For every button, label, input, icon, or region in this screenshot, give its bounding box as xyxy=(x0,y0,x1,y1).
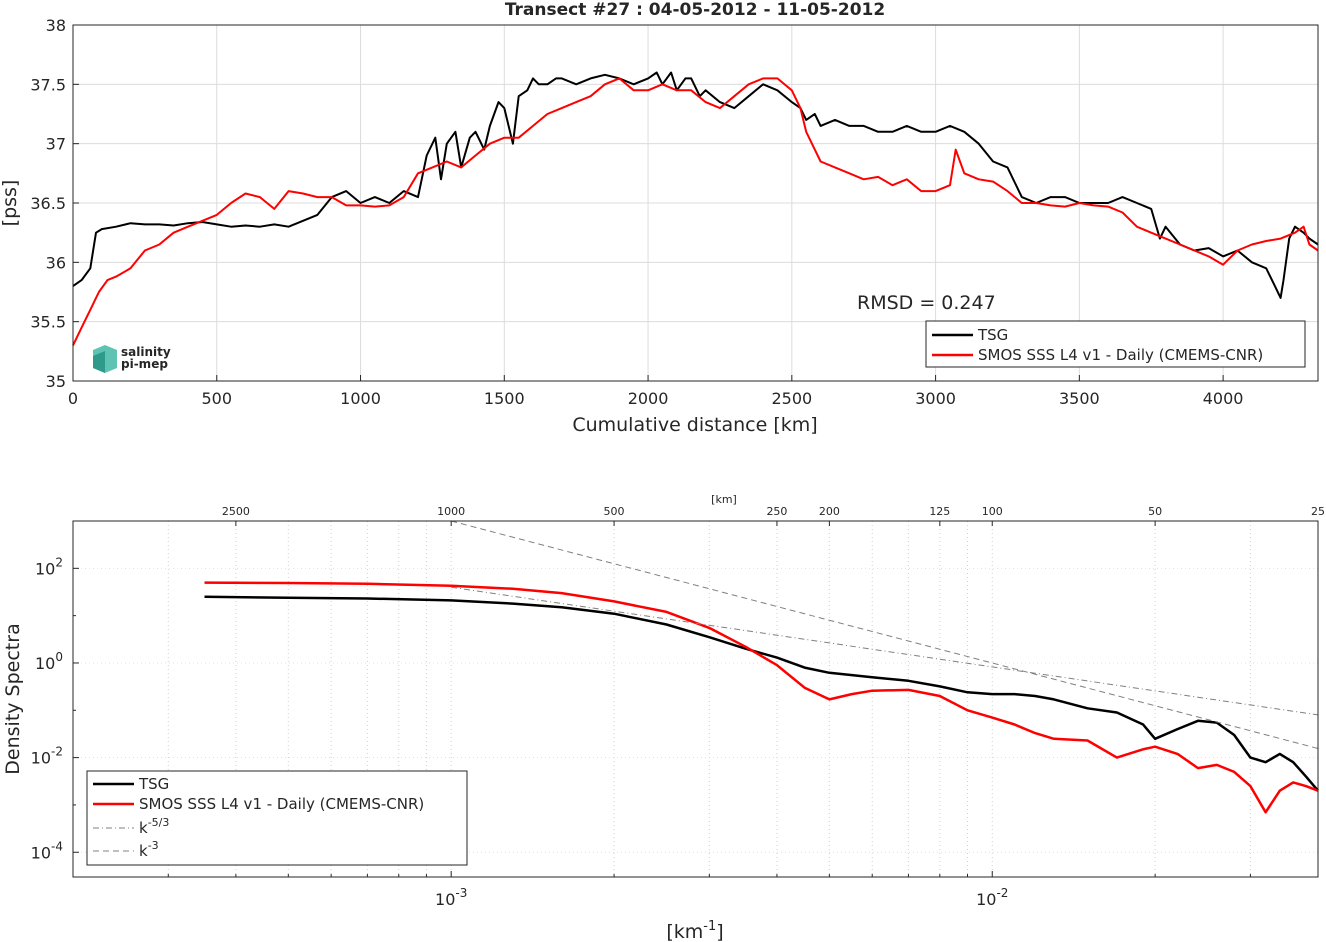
spectra-xlabel: [km-1] xyxy=(666,919,723,942)
transect-ytick-label: 36.5 xyxy=(30,194,66,213)
spectra-xtick-label: 10-2 xyxy=(976,886,1008,909)
spectra-ytick-exp: 2 xyxy=(55,555,63,569)
spectra-ytick-base: 10 xyxy=(31,749,51,768)
spectra-top-tick-label: 100 xyxy=(982,505,1003,518)
spectra-xtick-base: 10 xyxy=(976,890,996,909)
transect-xtick-label: 2000 xyxy=(628,389,669,408)
transect-xtick-label: 0 xyxy=(68,389,78,408)
transect-ytick-label: 37 xyxy=(46,135,66,154)
spectra-top-tick-label: 250 xyxy=(766,505,787,518)
transect-ytick-label: 38 xyxy=(46,16,66,35)
transect-ytick-label: 35 xyxy=(46,372,66,391)
spectra-top-tick-label: 25 xyxy=(1311,505,1325,518)
transect-xtick-label: 4000 xyxy=(1203,389,1244,408)
transect-xtick-label: 3500 xyxy=(1059,389,1100,408)
spectra-legend-box xyxy=(86,770,468,866)
legend-label-smos: SMOS SSS L4 v1 - Daily (CMEMS-CNR) xyxy=(978,346,1263,364)
salinity-pi-mep-logo: salinity pi-mep xyxy=(93,345,171,373)
transect-ticks: 0 500 1000 1500 2000 2500 3000 3500 4000 35 35.5 36… xyxy=(30,16,1243,408)
transect-series xyxy=(72,71,1319,346)
spectra-ytick-label: 10-2 xyxy=(31,745,63,768)
spectra-series-line-2 xyxy=(451,586,1319,716)
spectra-top-tick-label: 1000 xyxy=(437,505,465,518)
spectra-top-tick-label: 200 xyxy=(819,505,840,518)
transect-ytick-label: 36 xyxy=(46,253,66,272)
spectra-ytick-exp: -2 xyxy=(51,745,63,759)
transect-chart: 0 500 1000 1500 2000 2500 3000 3500 4000 35 35.5 36… xyxy=(0,0,1319,436)
spectra-plot-frame xyxy=(72,520,1319,878)
transect-xtick-label: 1500 xyxy=(484,389,525,408)
spectra-ytick-exp: -4 xyxy=(51,839,63,853)
spectra-top-tick-label: 125 xyxy=(929,505,950,518)
transect-title: Transect #27 : 04-05-2012 - 11-05-2012 xyxy=(505,0,885,20)
spectra-ytick-exp: 0 xyxy=(55,650,63,664)
spectra-ylabel: Density Spectra xyxy=(2,623,24,774)
spectra-legend-label-tsg: TSG xyxy=(138,775,169,793)
spectra-xtick-base: 10 xyxy=(435,890,455,909)
transect-legend-box xyxy=(925,320,1306,368)
transect-ylabel: [pss] xyxy=(0,180,21,227)
spectra-ytick-label: 100 xyxy=(35,650,63,673)
legend-label-tsg: TSG xyxy=(977,326,1008,344)
spectra-top-tick-label: 50 xyxy=(1148,505,1162,518)
transect-series-line-1 xyxy=(72,77,1319,346)
transect-series-line-0 xyxy=(72,71,1319,299)
transect-xlabel: Cumulative distance [km] xyxy=(572,414,817,436)
transect-legend: TSG SMOS SSS L4 v1 - Daily (CMEMS-CNR) xyxy=(925,320,1306,368)
spectra-ytick-base: 10 xyxy=(35,654,55,673)
spectra-top-tick-label: 2500 xyxy=(222,505,250,518)
spectra-top-axis-label: [km] xyxy=(711,493,737,506)
spectra-series xyxy=(204,520,1319,814)
spectra-ytick-base: 10 xyxy=(35,559,55,578)
spectra-series-line-0 xyxy=(204,595,1319,792)
spectra-top-tick-label: 500 xyxy=(604,505,625,518)
spectra-ytick-base: 10 xyxy=(31,843,51,862)
logo-line1: salinity xyxy=(121,345,171,359)
transect-xtick-label: 3000 xyxy=(915,389,956,408)
spectra-xtick-label: 10-3 xyxy=(435,886,467,909)
spectra-xtick-exp: -2 xyxy=(996,886,1008,900)
spectra-ytick-label: 10-4 xyxy=(31,839,63,862)
transect-xtick-label: 2500 xyxy=(771,389,812,408)
spectra-legend: TSG SMOS SSS L4 v1 - Daily (CMEMS-CNR) k… xyxy=(86,770,468,866)
spectra-series-line-1 xyxy=(204,581,1319,814)
transect-ytick-label: 35.5 xyxy=(30,313,66,332)
spectra-ytick-label: 102 xyxy=(35,555,63,578)
logo-line2: pi-mep xyxy=(121,357,168,371)
transect-ytick-label: 37.5 xyxy=(30,75,66,94)
rmsd-annotation: RMSD = 0.247 xyxy=(857,292,996,314)
spectra-legend-label-smos: SMOS SSS L4 v1 - Daily (CMEMS-CNR) xyxy=(139,795,424,813)
spectra-xtick-exp: -3 xyxy=(455,886,467,900)
transect-xtick-label: 1000 xyxy=(340,389,381,408)
transect-xtick-label: 500 xyxy=(201,389,232,408)
